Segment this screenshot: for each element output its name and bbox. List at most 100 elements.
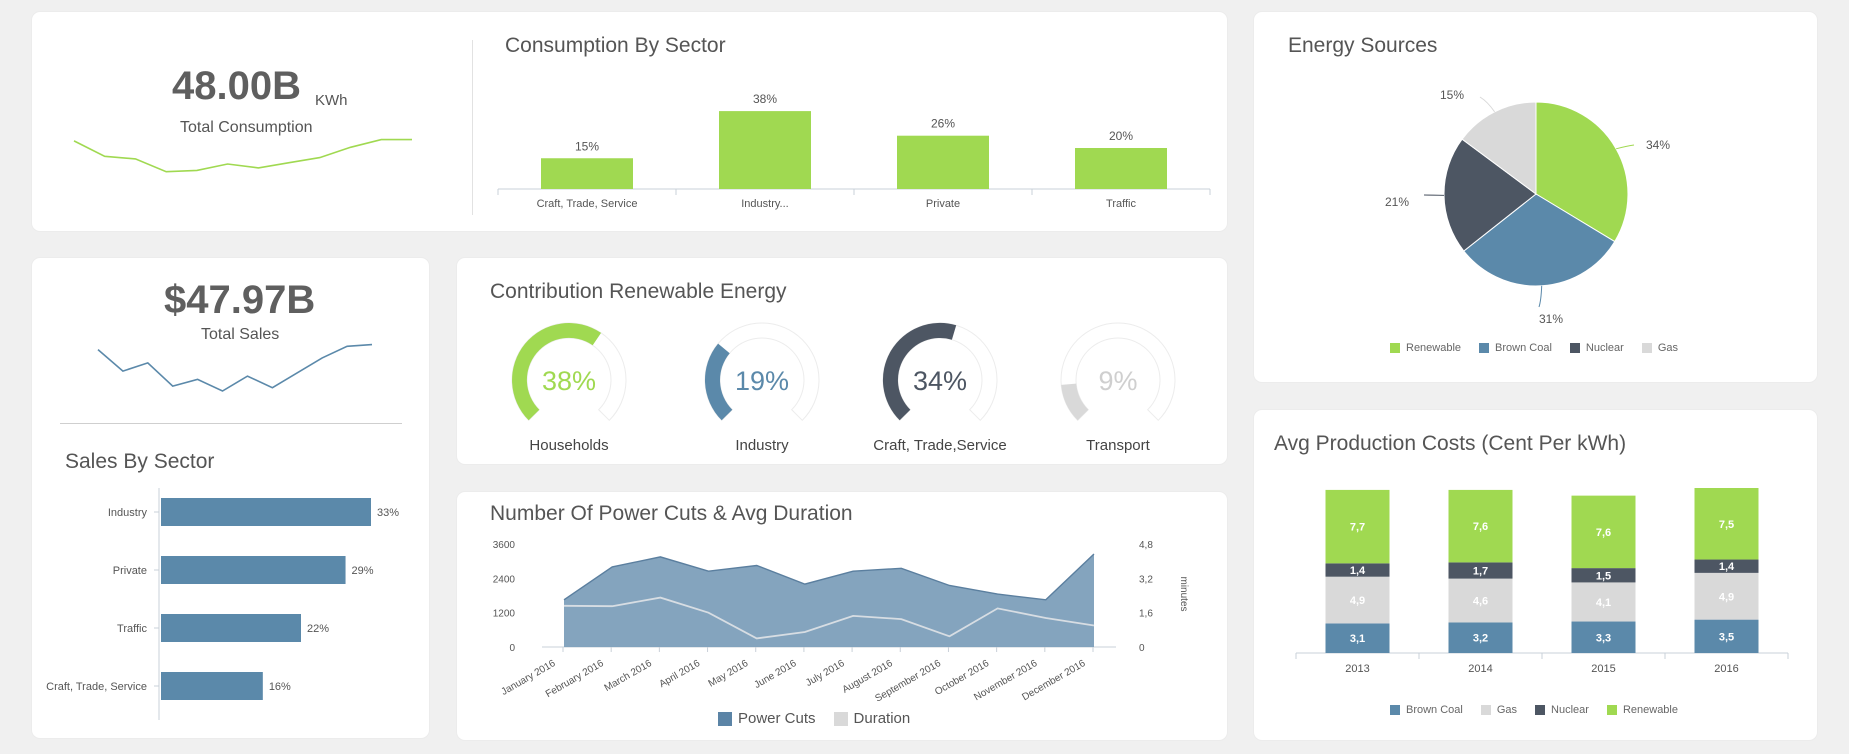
x-tick-label: 2015 xyxy=(1591,663,1615,675)
sales-trend-line xyxy=(97,343,373,392)
stack-value-label: 3,3 xyxy=(1596,632,1611,644)
legend-item-power-cuts: Power Cuts xyxy=(718,710,816,727)
gauge-fill-craft-trade-service xyxy=(882,322,957,421)
bar-private xyxy=(897,135,989,189)
legend-item-renewable: Renewable xyxy=(1606,704,1678,716)
stack-value-label: 1,5 xyxy=(1596,570,1611,582)
energy-sources-title: Energy Sources xyxy=(1288,34,1438,57)
legend-item-gas: Gas xyxy=(1641,342,1678,354)
legend-label: Brown Coal xyxy=(1406,704,1463,716)
bar-value-label: 38% xyxy=(753,92,777,106)
hbar-industry xyxy=(161,498,371,526)
hbar-private xyxy=(161,556,346,584)
pie-label-connector xyxy=(1479,96,1496,113)
y-right-tick-label: 4,8 xyxy=(1139,540,1153,551)
sales-by-sector-title: Sales By Sector xyxy=(65,450,215,473)
pie-value-label: 15% xyxy=(1440,88,1464,102)
pie-slice-gas xyxy=(1461,101,1537,195)
energy-sources-card: Energy Sources 34% 31% 21% 15% Renewable Bro… xyxy=(1254,12,1817,382)
bar-craft-trade-service xyxy=(541,158,633,189)
y-right-tick-label: 0 xyxy=(1139,643,1145,654)
y-left-tick-label: 0 xyxy=(509,643,515,654)
y-tick-label: Private xyxy=(113,565,147,577)
pie-value-label: 34% xyxy=(1646,138,1670,152)
stack-segment-renewable xyxy=(1448,489,1513,563)
legend-item-brown-coal: Brown Coal xyxy=(1390,704,1463,716)
stack-segment-brown-coal xyxy=(1571,621,1636,653)
consumption-trend-line xyxy=(73,138,412,173)
stack-value-label: 3,2 xyxy=(1473,633,1488,645)
power-cuts-card: Number Of Power Cuts & Avg Duration Janu… xyxy=(457,492,1227,740)
gauge-label: Industry xyxy=(735,437,789,454)
x-tick-label: June 2016 xyxy=(752,658,798,691)
stack-value-label: 4,9 xyxy=(1350,595,1365,607)
x-tick-label: July 2016 xyxy=(804,658,847,689)
stack-segment-gas xyxy=(1325,576,1390,624)
total-sales-label: Total Sales xyxy=(201,326,280,343)
pie-slice-renewable xyxy=(1535,101,1629,243)
y-tick-label: Traffic xyxy=(117,623,147,635)
bar-value-label: 26% xyxy=(931,117,955,131)
y-right-tick-label: 1,6 xyxy=(1139,609,1153,620)
legend-swatch xyxy=(1480,705,1491,715)
x-tick-label: March 2016 xyxy=(603,658,655,694)
stack-segment-renewable xyxy=(1325,489,1390,564)
pie-label-connector xyxy=(1615,144,1635,150)
stack-segment-gas xyxy=(1571,582,1636,622)
gauge-fill-transport xyxy=(1061,383,1089,421)
hbar-traffic xyxy=(161,614,301,642)
pie-value-label: 31% xyxy=(1539,312,1563,326)
consumption-by-sector-chart: 15% Craft, Trade, Service 38% Industry... 26… xyxy=(497,92,1211,210)
stack-segment-nuclear xyxy=(1325,563,1390,577)
stack-value-label: 4,6 xyxy=(1473,596,1488,608)
stack-value-label: 7,7 xyxy=(1350,522,1365,534)
y-left-tick-label: 2400 xyxy=(493,574,516,585)
y-tick-label: Craft, Trade, Service xyxy=(46,681,147,693)
pie-value-label: 21% xyxy=(1385,195,1409,209)
legend-swatch xyxy=(1606,705,1617,715)
y-left-tick-label: 1200 xyxy=(493,609,516,620)
legend-label: Power Cuts xyxy=(738,710,816,727)
stack-segment-nuclear xyxy=(1448,562,1513,579)
legend-item-gas: Gas xyxy=(1480,704,1517,716)
legend-label: Nuclear xyxy=(1551,704,1589,716)
renewable-contribution-card: Contribution Renewable Energy 38% Househo… xyxy=(457,258,1227,464)
stack-segment-brown-coal xyxy=(1325,623,1390,653)
bar-traffic xyxy=(1075,148,1167,189)
total-consumption-label: Total Consumption xyxy=(180,119,313,136)
y-tick-label: Industry xyxy=(108,507,148,519)
hbar-value-label: 29% xyxy=(352,565,374,577)
power-cuts-title: Number Of Power Cuts & Avg Duration xyxy=(490,502,853,525)
stack-segment-gas xyxy=(1448,578,1513,623)
legend-swatch xyxy=(1569,343,1580,353)
bar-value-label: 15% xyxy=(575,139,599,153)
legend-swatch xyxy=(833,711,848,726)
legend-item-nuclear: Nuclear xyxy=(1535,704,1589,716)
x-tick-label: May 2016 xyxy=(707,658,751,690)
hbar-value-label: 16% xyxy=(269,681,291,693)
stack-value-label: 4,1 xyxy=(1596,597,1611,609)
pie-slice-brown-coal xyxy=(1463,193,1616,287)
stack-segment-renewable xyxy=(1694,488,1759,560)
sales-by-sector-chart: 33% Industry 29% Private 22% Traffic 16% Craft,… xyxy=(46,488,399,720)
legend-label: Gas xyxy=(1657,342,1678,354)
legend-item-nuclear: Nuclear xyxy=(1569,342,1624,354)
consumption-by-sector-title: Consumption By Sector xyxy=(505,34,726,57)
stack-value-label: 1,4 xyxy=(1719,561,1735,573)
stack-segment-nuclear xyxy=(1694,559,1759,573)
gauge-value: 9% xyxy=(1098,366,1137,396)
legend-label: Duration xyxy=(853,710,911,727)
production-costs-title: Avg Production Costs (Cent Per kWh) xyxy=(1274,432,1627,455)
legend-swatch xyxy=(1390,705,1400,715)
hbar-craft-trade-service xyxy=(161,672,263,700)
total-consumption-unit: KWh xyxy=(315,92,348,109)
gauge-value: 19% xyxy=(735,366,789,396)
legend-item-brown-coal: Brown Coal xyxy=(1479,342,1552,354)
y-right-axis-label: minutes xyxy=(1178,576,1189,611)
pie-slice-nuclear xyxy=(1443,138,1537,252)
y-left-tick-label: 3600 xyxy=(493,540,516,551)
total-consumption-value: 48.00B xyxy=(172,64,301,108)
stack-segment-renewable xyxy=(1571,495,1636,569)
gauge-fill-industry xyxy=(704,343,733,421)
